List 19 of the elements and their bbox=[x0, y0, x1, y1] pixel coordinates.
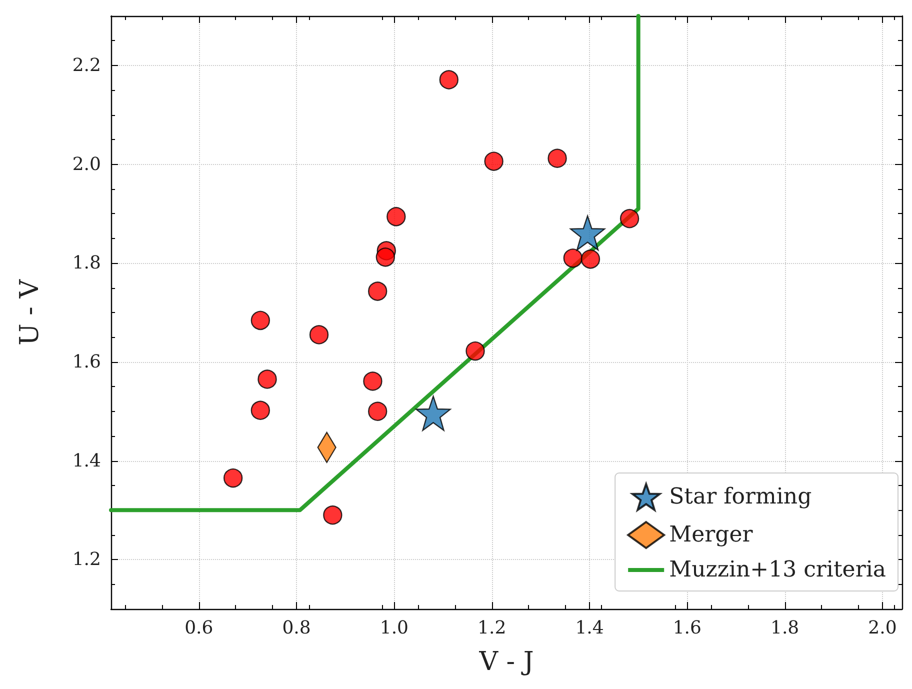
x-tick-label: 0.6 bbox=[184, 618, 214, 638]
y-axis-title: U - V bbox=[15, 278, 45, 346]
y-tick-label: 1.8 bbox=[72, 252, 101, 274]
legend-label: Muzzin+13 criteria bbox=[669, 558, 886, 582]
x-tick-label: 1.0 bbox=[380, 618, 409, 638]
legend-label: Merger bbox=[669, 522, 754, 548]
x-tick-label: 1.2 bbox=[478, 618, 506, 638]
y-tick-label: 1.4 bbox=[72, 450, 101, 472]
y-tick-label: 2.0 bbox=[72, 154, 101, 175]
x-tick-label: 1.8 bbox=[770, 618, 800, 638]
x-tick-label: 0.8 bbox=[282, 618, 311, 638]
y-tick-label: 1.2 bbox=[72, 549, 101, 570]
x-tick-label: 1.4 bbox=[575, 618, 604, 638]
legend-label: Star forming bbox=[669, 484, 812, 510]
y-tick-label: 1.6 bbox=[72, 351, 101, 372]
y-tick-label: 2.2 bbox=[72, 54, 101, 76]
x-axis-title: V - J bbox=[478, 647, 534, 677]
x-tick-label: 2.0 bbox=[868, 618, 897, 638]
x-tick-label: 1.6 bbox=[672, 618, 702, 638]
